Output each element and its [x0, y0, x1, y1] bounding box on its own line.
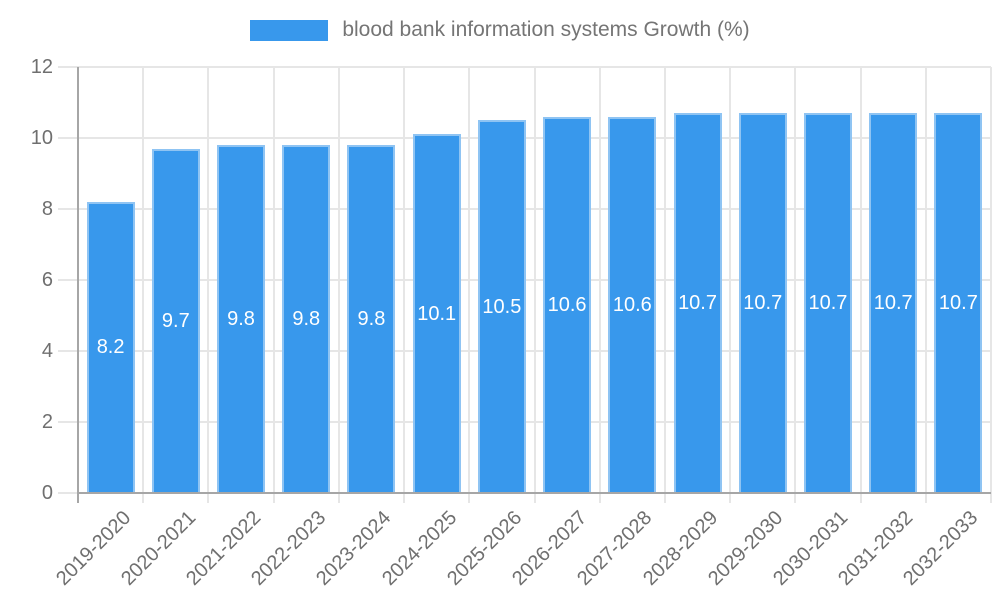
y-tick-label: 6: [41, 269, 53, 291]
bar: [934, 113, 983, 493]
y-axis-line: [77, 67, 79, 503]
gridline-vertical: [337, 67, 340, 503]
y-tick-label: 8: [41, 198, 53, 220]
bar: [412, 134, 461, 493]
bar-value-label: 10.7: [808, 292, 848, 315]
y-tick-label: 0: [41, 482, 53, 504]
gridline-vertical: [272, 67, 275, 503]
bar: [673, 113, 722, 493]
bar-value-label: 10.6: [547, 293, 587, 316]
bar: [738, 113, 787, 493]
bar-value-label: 9.8: [227, 308, 255, 331]
legend-item[interactable]: blood bank information systems Growth (%…: [0, 18, 1000, 42]
gridline-vertical: [142, 67, 145, 503]
gridline-vertical: [729, 67, 732, 503]
bar: [803, 113, 852, 493]
gridline-horizontal: [58, 66, 991, 68]
bar: [347, 145, 396, 493]
bar-value-label: 10.7: [678, 292, 717, 315]
bar: [543, 116, 592, 493]
gridline-vertical: [598, 67, 601, 503]
bar-value-label: 8.2: [96, 336, 125, 359]
legend-swatch: [250, 19, 329, 41]
y-tick-label: 2: [41, 411, 53, 433]
y-tick-label: 12: [30, 56, 53, 78]
bar-value-label: 9.7: [161, 309, 190, 332]
y-tick-label: 4: [41, 340, 53, 362]
bar-value-label: 9.8: [357, 308, 386, 331]
bar-value-label: 10.7: [873, 292, 913, 315]
plot-area: 0 2 4 6 8 10 12 8.2 2019-2020 9.7 2020-2021 9.8 2021…: [31, 56, 992, 590]
legend-label: blood bank information systems Growth (%…: [342, 18, 750, 41]
bar: [86, 201, 135, 493]
gridline-vertical: [924, 67, 927, 503]
bar: [151, 148, 200, 493]
x-axis-line: [78, 492, 991, 494]
gridline-vertical: [533, 67, 536, 503]
bar-value-label: 10.5: [482, 295, 522, 318]
bar: [869, 113, 918, 493]
gridline-vertical: [207, 67, 210, 503]
bar-value-label: 10.1: [417, 302, 457, 325]
gridline-vertical: [990, 67, 992, 503]
bar: [282, 145, 331, 493]
bar-value-label: 9.8: [292, 308, 321, 331]
bar: [608, 116, 657, 493]
bar-value-label: 10.7: [938, 292, 978, 315]
y-tick-label: 10: [30, 127, 53, 149]
gridline-vertical: [403, 67, 406, 503]
gridline-vertical: [468, 67, 471, 503]
bar-value-label: 10.6: [612, 293, 652, 316]
bar: [477, 120, 526, 493]
bar-value-label: 10.7: [743, 292, 783, 315]
gridline-vertical: [859, 67, 862, 503]
bar: [217, 145, 266, 493]
gridline-vertical: [663, 67, 666, 503]
gridline-vertical: [794, 67, 797, 503]
